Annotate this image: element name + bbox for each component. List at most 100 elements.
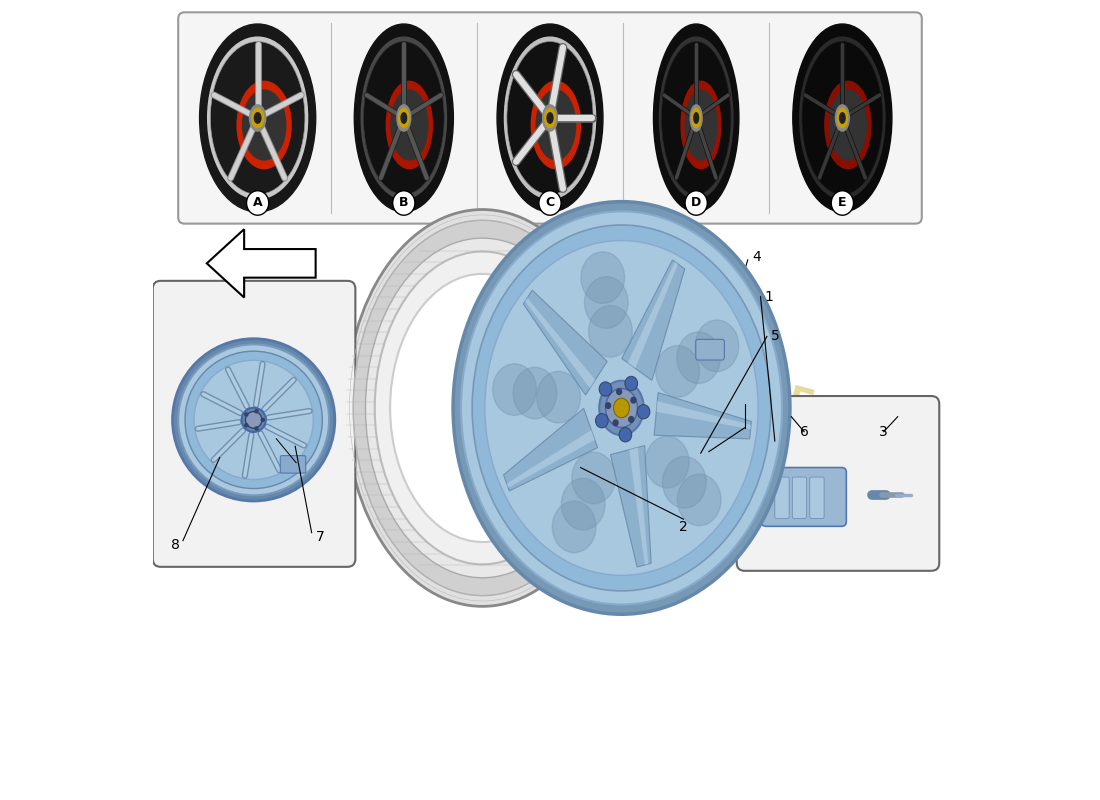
- Ellipse shape: [242, 408, 266, 432]
- Ellipse shape: [829, 90, 867, 160]
- Ellipse shape: [588, 306, 632, 357]
- Ellipse shape: [244, 412, 249, 417]
- Ellipse shape: [800, 37, 886, 199]
- Ellipse shape: [659, 37, 733, 199]
- FancyBboxPatch shape: [153, 281, 355, 567]
- FancyBboxPatch shape: [810, 477, 824, 518]
- Ellipse shape: [244, 423, 249, 427]
- Polygon shape: [621, 260, 685, 381]
- FancyBboxPatch shape: [178, 12, 922, 224]
- Ellipse shape: [194, 360, 314, 479]
- Ellipse shape: [261, 418, 265, 422]
- Ellipse shape: [208, 37, 308, 199]
- Ellipse shape: [614, 398, 629, 418]
- Ellipse shape: [245, 411, 262, 428]
- Ellipse shape: [402, 113, 407, 123]
- Ellipse shape: [584, 277, 628, 328]
- Ellipse shape: [254, 113, 261, 123]
- Ellipse shape: [497, 24, 603, 212]
- Text: C: C: [546, 197, 554, 210]
- Ellipse shape: [453, 202, 790, 614]
- Polygon shape: [629, 447, 648, 565]
- Text: 7: 7: [316, 530, 324, 544]
- Text: A: A: [253, 197, 263, 210]
- Polygon shape: [507, 430, 595, 488]
- Ellipse shape: [653, 24, 739, 212]
- FancyBboxPatch shape: [761, 467, 846, 526]
- Ellipse shape: [536, 90, 575, 160]
- Ellipse shape: [252, 108, 264, 127]
- Ellipse shape: [606, 389, 637, 427]
- Polygon shape: [524, 290, 607, 395]
- Ellipse shape: [185, 351, 322, 489]
- Text: E: E: [838, 197, 847, 210]
- Polygon shape: [207, 229, 316, 298]
- Ellipse shape: [354, 24, 453, 212]
- Ellipse shape: [832, 190, 854, 215]
- Ellipse shape: [685, 190, 707, 215]
- Ellipse shape: [600, 382, 612, 396]
- Ellipse shape: [662, 457, 706, 508]
- Ellipse shape: [547, 113, 553, 123]
- Ellipse shape: [390, 90, 428, 160]
- Ellipse shape: [353, 220, 612, 596]
- Ellipse shape: [656, 346, 700, 398]
- Ellipse shape: [472, 225, 771, 591]
- Ellipse shape: [616, 388, 623, 395]
- Polygon shape: [657, 401, 751, 430]
- Ellipse shape: [485, 241, 758, 575]
- Ellipse shape: [835, 105, 849, 131]
- Ellipse shape: [173, 338, 334, 501]
- Ellipse shape: [605, 402, 612, 410]
- Polygon shape: [525, 298, 595, 388]
- Ellipse shape: [613, 419, 619, 426]
- Ellipse shape: [390, 274, 575, 542]
- Text: 4: 4: [752, 250, 761, 264]
- Text: guiparts: guiparts: [376, 242, 724, 398]
- Ellipse shape: [246, 190, 268, 215]
- Text: 2: 2: [679, 520, 688, 534]
- Ellipse shape: [694, 113, 698, 123]
- Ellipse shape: [507, 42, 593, 194]
- Polygon shape: [610, 446, 651, 567]
- Ellipse shape: [572, 452, 616, 504]
- Ellipse shape: [386, 82, 432, 169]
- Ellipse shape: [238, 82, 292, 169]
- Ellipse shape: [552, 501, 596, 553]
- Ellipse shape: [493, 364, 537, 415]
- Ellipse shape: [793, 24, 892, 212]
- FancyBboxPatch shape: [696, 339, 725, 360]
- Ellipse shape: [461, 211, 782, 605]
- Ellipse shape: [595, 414, 608, 428]
- Ellipse shape: [690, 105, 702, 131]
- FancyBboxPatch shape: [792, 477, 806, 518]
- Ellipse shape: [539, 190, 561, 215]
- FancyBboxPatch shape: [737, 396, 939, 571]
- Ellipse shape: [837, 108, 847, 127]
- Ellipse shape: [393, 190, 415, 215]
- Ellipse shape: [397, 105, 410, 131]
- Ellipse shape: [685, 90, 717, 160]
- Ellipse shape: [692, 108, 701, 127]
- Text: 1: 1: [764, 290, 773, 304]
- Text: 6: 6: [800, 425, 808, 438]
- Ellipse shape: [399, 108, 409, 127]
- Ellipse shape: [630, 397, 637, 404]
- Ellipse shape: [600, 381, 643, 435]
- Ellipse shape: [365, 238, 600, 578]
- Ellipse shape: [561, 478, 605, 530]
- Ellipse shape: [637, 405, 650, 419]
- Ellipse shape: [242, 90, 286, 160]
- Polygon shape: [628, 262, 678, 368]
- Text: 3: 3: [879, 425, 888, 438]
- Ellipse shape: [661, 42, 730, 194]
- Ellipse shape: [678, 474, 722, 526]
- Text: D: D: [691, 197, 702, 210]
- Ellipse shape: [361, 37, 447, 199]
- Ellipse shape: [345, 210, 619, 606]
- Ellipse shape: [625, 376, 638, 390]
- Ellipse shape: [210, 42, 305, 194]
- Text: 8: 8: [170, 538, 179, 551]
- Ellipse shape: [363, 42, 444, 194]
- Polygon shape: [654, 393, 751, 439]
